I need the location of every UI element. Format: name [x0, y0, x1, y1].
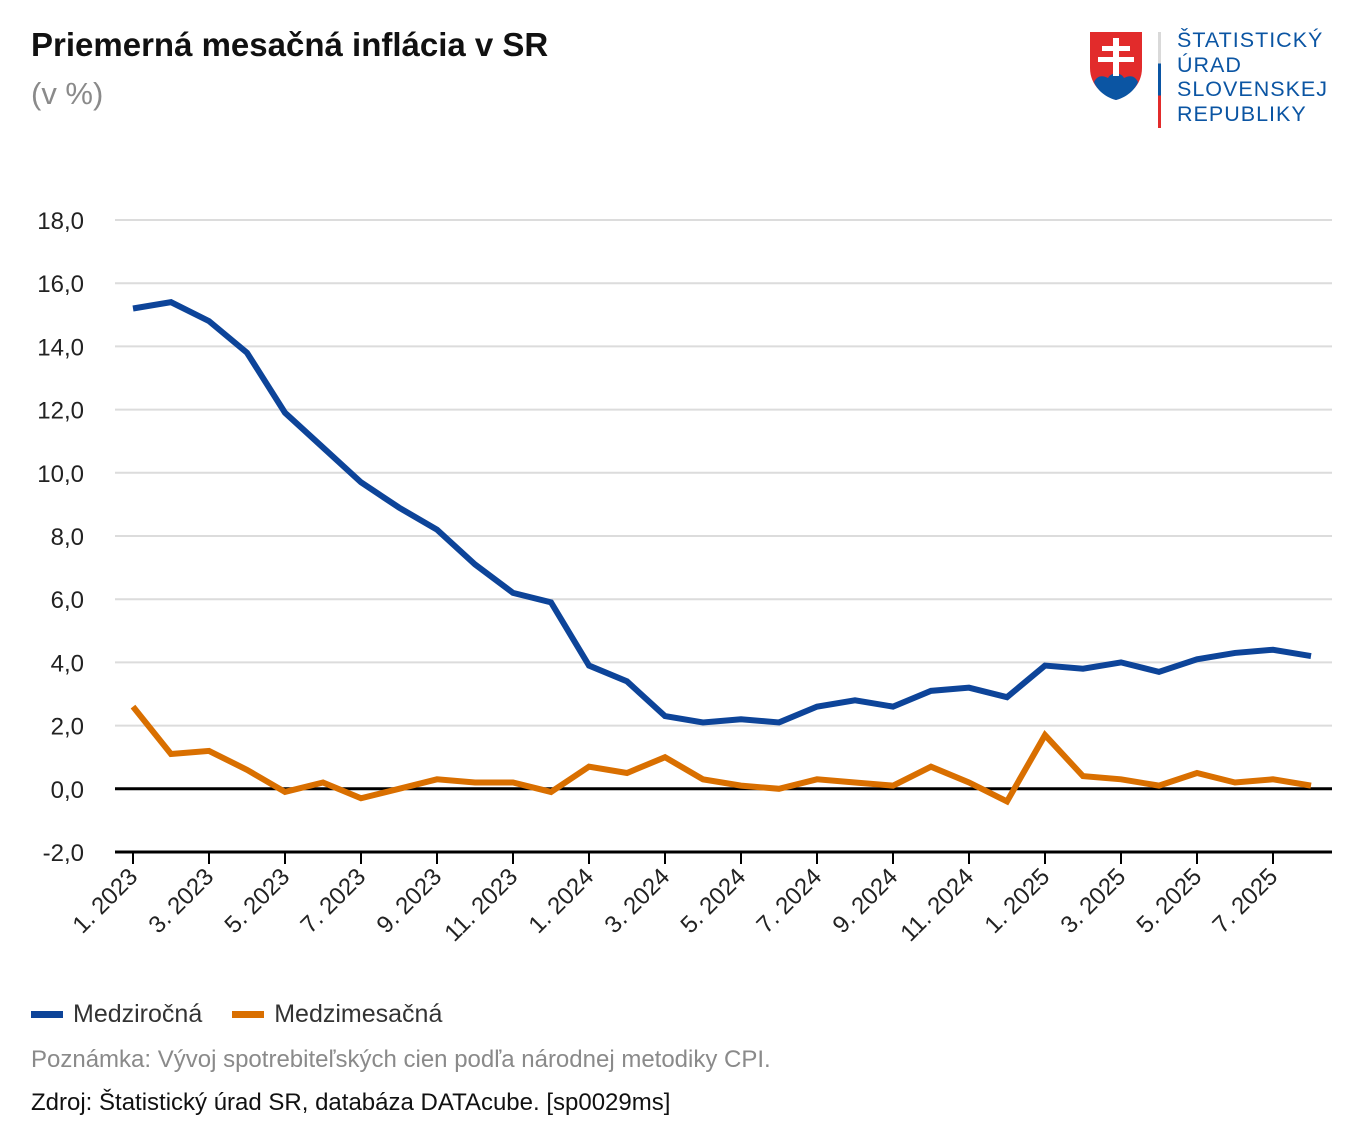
logo-divider: [1158, 32, 1161, 128]
x-tick-label: 11. 2023: [439, 863, 523, 947]
x-tick-label: 3. 2023: [144, 863, 220, 939]
y-tick-label: 2,0: [51, 714, 84, 741]
series-line-medzimesacna: [130, 704, 1312, 806]
x-tick-label: 5. 2024: [676, 863, 752, 939]
footnote: Poznámka: Vývoj spotrebiteľských cien po…: [31, 1046, 771, 1073]
statistical-office-logo: ŠTATISTICKÝ ÚRAD SLOVENSKEJ REPUBLIKY: [1088, 28, 1338, 128]
line-chart: -2,0 0,0 2,0 4,0 6,0 8,0 10,0 12,0 14,0 16,0 18,0 1…: [37, 208, 1332, 947]
x-tick-label: 11. 2024: [895, 863, 979, 947]
legend-swatch: [232, 1011, 265, 1018]
chart-subtitle: (v %): [31, 76, 104, 111]
y-tick-label: 10,0: [37, 461, 84, 488]
y-tick-label: 18,0: [37, 208, 84, 235]
y-tick-label: 14,0: [37, 334, 84, 361]
logo-text: ŠTATISTICKÝ ÚRAD SLOVENSKEJ REPUBLIKY: [1177, 28, 1328, 126]
x-tick-label: 7. 2023: [296, 863, 372, 939]
y-tick-label: 16,0: [37, 271, 84, 298]
x-tick-label: 5. 2025: [1132, 863, 1208, 939]
legend-item-medzirocna[interactable]: Medziročná: [31, 1000, 202, 1029]
series-line-medzirocna: [132, 299, 1312, 726]
y-tick-label: 8,0: [51, 524, 84, 551]
y-tick-label: 4,0: [51, 650, 84, 677]
x-tick-label: 7. 2025: [1208, 863, 1284, 939]
x-tick-label: 7. 2024: [752, 863, 828, 939]
legend-item-medzimesacna[interactable]: Medzimesačná: [232, 1000, 442, 1029]
x-tick-label: 1. 2025: [980, 863, 1056, 939]
x-tick-label: 3. 2025: [1056, 863, 1132, 939]
legend-swatch: [31, 1011, 63, 1018]
x-tick-label: 5. 2023: [220, 863, 296, 939]
x-tick-label: 9. 2023: [372, 863, 448, 939]
legend-label: Medzimesačná: [274, 1000, 443, 1028]
legend: Medziročná Medzimesačná: [31, 1000, 472, 1029]
legend-label: Medziročná: [73, 1000, 203, 1028]
y-tick-label: 12,0: [37, 398, 84, 425]
source-note: Zdroj: Štatistický úrad SR, databáza DAT…: [31, 1089, 671, 1116]
x-tick-label: 1. 2023: [68, 863, 144, 939]
y-tick-label: 0,0: [51, 777, 84, 804]
x-tick-label: 3. 2024: [600, 863, 676, 939]
y-tick-label: 6,0: [51, 587, 84, 614]
y-tick-label: -2,0: [43, 840, 84, 867]
slovak-coat-of-arms-icon: [1090, 32, 1142, 100]
x-tick-label: 9. 2024: [828, 863, 904, 939]
chart-title: Priemerná mesačná inflácia v SR: [31, 26, 549, 63]
x-tick-label: 1. 2024: [524, 863, 600, 939]
